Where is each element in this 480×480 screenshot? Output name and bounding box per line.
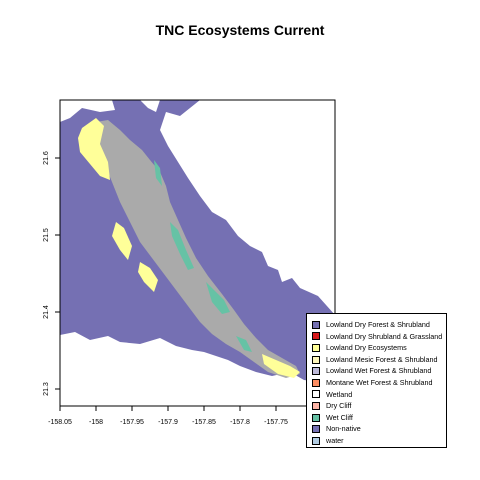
legend-label: Wet Cliff	[326, 412, 353, 422]
x-tick-label: -157.95	[120, 419, 144, 426]
y-tick-label: 21.4	[43, 305, 50, 319]
wet-cliff-north	[154, 160, 162, 186]
dry-ecosystem-west	[112, 222, 132, 260]
legend-item: Lowland Dry Forest & Shrubland	[312, 319, 446, 331]
legend-label: Lowland Dry Ecosystems	[326, 343, 407, 353]
wet-cliff-central	[170, 222, 194, 270]
legend-label: Non-native	[326, 424, 361, 434]
legend-label: Wetland	[326, 389, 353, 399]
wet-cliff-south	[206, 282, 230, 314]
legend-swatch	[312, 390, 320, 399]
plot-border	[59, 99, 336, 407]
legend-swatch	[312, 320, 320, 329]
map-legend: Lowland Dry Forest & Shrubland Lowland D…	[306, 313, 447, 448]
legend-item: Non-native	[312, 423, 446, 435]
y-tick-label: 21.5	[43, 228, 50, 242]
nonnative-region	[96, 120, 300, 378]
x-tick-label: -157.8	[230, 419, 250, 426]
x-tick-label: -157.85	[192, 419, 216, 426]
legend-label: Lowland Dry Forest & Shrubland	[326, 320, 430, 329]
x-axis	[59, 406, 277, 411]
legend-item: Wetland	[312, 389, 446, 401]
legend-item: Wet Cliff	[312, 412, 446, 424]
dry-ecosystem-north	[78, 118, 110, 180]
legend-swatch	[312, 332, 320, 341]
x-tick-label: -157.75	[264, 419, 288, 426]
legend-item: Lowland Wet Forest & Shrubland	[312, 365, 446, 377]
legend-label: Dry Cliff	[326, 401, 352, 411]
legend-item: Lowland Mesic Forest & Shrubland	[312, 354, 446, 366]
x-tick-label: -158	[89, 419, 103, 426]
legend-item: Lowland Dry Shrubland & Grassland	[312, 331, 446, 343]
dry-ecosystem-central	[138, 262, 158, 292]
wet-cliff-tip	[236, 336, 252, 352]
land-southwest	[60, 332, 335, 406]
legend-label: Lowland Wet Forest & Shrubland	[326, 366, 432, 376]
legend-swatch	[312, 343, 320, 352]
y-tick-label: 21.6	[43, 151, 50, 165]
legend-label: water	[326, 435, 344, 445]
legend-label: Lowland Mesic Forest & Shrubland	[326, 354, 438, 364]
legend-label: Montane Wet Forest & Shrubland	[326, 377, 433, 387]
legend-swatch	[312, 378, 320, 387]
legend-item: water	[312, 435, 446, 447]
y-axis	[55, 157, 60, 390]
legend-swatch	[312, 413, 320, 422]
legend-swatch	[312, 401, 320, 410]
legend-swatch	[312, 367, 320, 376]
land-east-inlet	[285, 296, 312, 322]
dry-ecosystem-south	[262, 354, 300, 378]
y-tick-label: 21.3	[43, 382, 50, 396]
legend-item: Montane Wet Forest & Shrubland	[312, 377, 446, 389]
land-north-top	[140, 100, 160, 112]
legend-swatch	[312, 425, 320, 434]
legend-item: Dry Cliff	[312, 400, 446, 412]
land-northwest	[60, 100, 115, 122]
legend-label: Lowland Dry Shrubland & Grassland	[326, 331, 443, 341]
map-title: TNC Ecosystems Current	[155, 22, 325, 38]
legend-item: Lowland Dry Ecosystems	[312, 342, 446, 354]
x-tick-label: -157.9	[158, 419, 178, 426]
legend-swatch	[312, 355, 320, 364]
land-northeast	[160, 100, 335, 315]
legend-swatch	[312, 436, 320, 445]
x-tick-label: -158.05	[48, 419, 72, 426]
